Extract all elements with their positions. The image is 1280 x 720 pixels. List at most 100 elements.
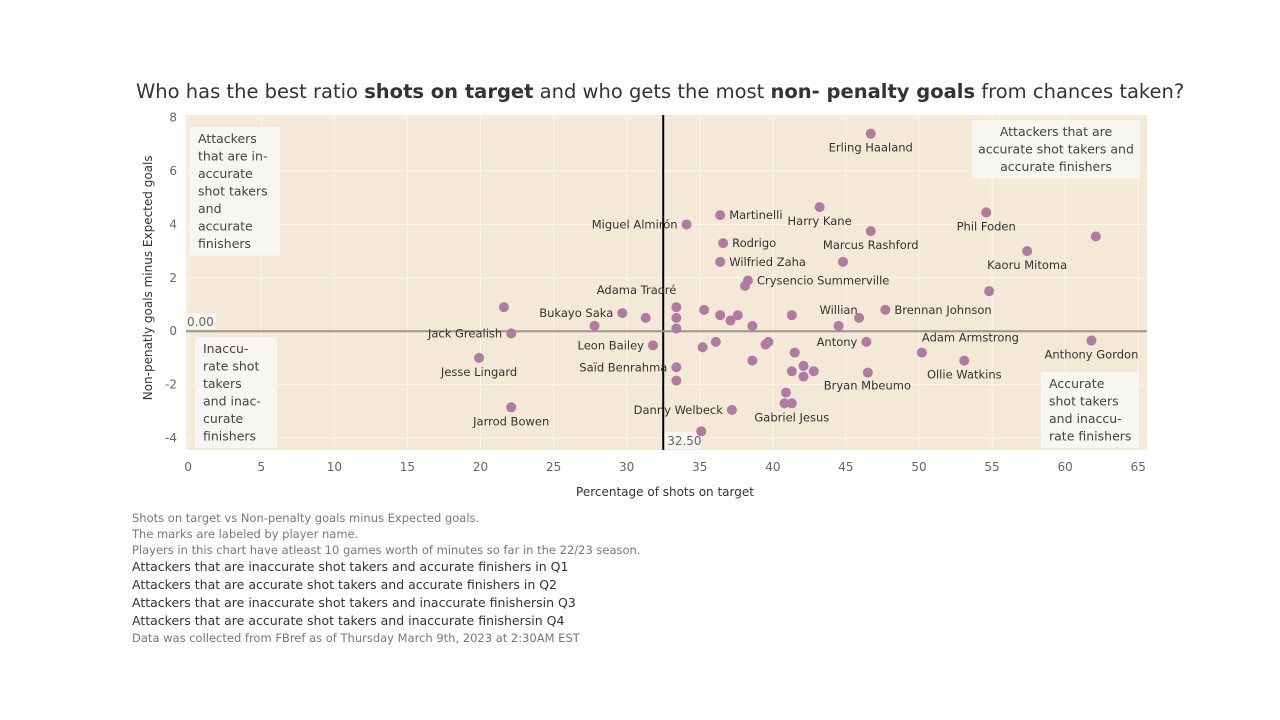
data-point	[696, 426, 707, 437]
point-label: Danny Welbeck	[634, 403, 724, 417]
annotation-text: curate	[203, 411, 243, 426]
point-label: Adama Traoré	[597, 283, 677, 297]
data-point	[699, 304, 710, 315]
title-part: non- penalty goals	[770, 80, 976, 103]
point-label: Gabriel Jesus	[754, 410, 829, 424]
annotation-text: finishers	[203, 429, 256, 444]
x-tick-label: 0	[184, 460, 192, 474]
data-point	[697, 342, 708, 353]
point-label: Willian	[819, 303, 857, 317]
caption-line: Attackers that are inaccurate shot taker…	[132, 595, 576, 610]
reference-label: 32.50	[667, 434, 701, 448]
annotation-box	[1041, 372, 1139, 448]
data-point	[617, 308, 628, 319]
annotation-text: Attackers	[198, 131, 257, 146]
data-point	[506, 328, 517, 339]
y-tick-label: 6	[169, 164, 177, 178]
data-point	[916, 347, 927, 358]
x-tick-label: 40	[765, 460, 780, 474]
annotation-text: shot takers	[1049, 394, 1119, 409]
data-point	[671, 312, 682, 323]
x-tick-label: 55	[984, 460, 999, 474]
data-point	[715, 256, 726, 267]
annotation-text: Attackers that are	[1000, 124, 1113, 139]
point-label: Adam Armstrong	[922, 331, 1019, 345]
data-point	[732, 310, 743, 321]
data-point	[740, 280, 751, 291]
x-tick-label: 10	[327, 460, 342, 474]
annotation-text: that are in-	[198, 149, 267, 164]
annotation-text: shot takers	[198, 184, 268, 199]
data-point	[854, 312, 865, 323]
data-point	[789, 347, 800, 358]
data-point	[726, 404, 737, 415]
point-label: Harry Kane	[788, 214, 852, 228]
y-tick-label: -4	[165, 431, 177, 445]
data-point	[1090, 231, 1101, 242]
point-label: Marcus Rashford	[823, 238, 919, 252]
data-point	[498, 302, 509, 313]
data-point	[786, 366, 797, 377]
data-point	[798, 371, 809, 382]
point-label: Martinelli	[729, 208, 782, 222]
data-point	[763, 336, 774, 347]
x-tick-label: 5	[257, 460, 265, 474]
data-point	[715, 310, 726, 321]
data-point	[808, 366, 819, 377]
title-part: shots on target	[364, 80, 534, 103]
data-point	[1022, 246, 1033, 257]
data-point	[833, 320, 844, 331]
annotation-box	[190, 127, 280, 256]
data-point	[671, 302, 682, 313]
y-tick-label: 4	[169, 217, 177, 231]
data-point	[786, 398, 797, 409]
annotation-text: and inac-	[203, 394, 261, 409]
point-label: Anthony Gordon	[1045, 348, 1139, 362]
data-point	[718, 238, 729, 249]
annotation-text: Accurate	[1049, 376, 1105, 391]
caption-line: Shots on target vs Non-penalty goals min…	[132, 511, 480, 525]
caption-line: Attackers that are inaccurate shot taker…	[132, 559, 569, 574]
caption-line: Attackers that are accurate shot takers …	[132, 613, 565, 628]
annotation-text: and	[198, 201, 222, 216]
data-point	[589, 320, 600, 331]
data-point	[747, 355, 758, 366]
annotation-text: finishers	[198, 236, 251, 251]
reference-label-bg	[186, 313, 216, 330]
title-part: Who has the best ratio	[136, 80, 365, 103]
x-tick-label: 30	[619, 460, 634, 474]
x-tick-label: 35	[692, 460, 707, 474]
data-point	[1086, 335, 1097, 346]
data-point	[880, 304, 891, 315]
annotation-box	[195, 337, 277, 448]
annotation-text: accurate shot takers and	[978, 142, 1134, 157]
data-point	[671, 362, 682, 373]
x-tick-label: 20	[473, 460, 488, 474]
point-label: Brennan Johnson	[894, 303, 991, 317]
y-axis-title: Non-penatly goals minus Expected goals	[141, 155, 155, 400]
annotation-text: accurate	[198, 166, 253, 181]
x-tick-label: 50	[911, 460, 926, 474]
title-part: and who gets the most	[533, 80, 771, 103]
data-point	[814, 202, 825, 213]
annotation-text: rate shot	[203, 359, 259, 374]
chart-title: Who has the best ratio shots on target a…	[136, 80, 1184, 103]
data-point	[862, 367, 873, 378]
chart-caption: Shots on target vs Non-penalty goals min…	[132, 510, 641, 646]
data-point	[861, 336, 872, 347]
annotation-text: rate finishers	[1049, 429, 1131, 444]
data-point	[671, 323, 682, 334]
data-point	[981, 207, 992, 218]
x-axis-title: Percentage of shots on target	[576, 485, 754, 499]
caption-line: Attackers that are accurate shot takers …	[132, 577, 557, 592]
point-label: Antony	[817, 335, 858, 349]
x-tick-label: 65	[1131, 460, 1146, 474]
point-label: Jack Grealish	[427, 326, 502, 340]
data-point	[798, 360, 809, 371]
point-label: Jarrod Bowen	[472, 414, 549, 428]
caption-line: The marks are labeled by player name.	[132, 527, 359, 541]
point-label: Ollie Watkins	[927, 368, 1002, 382]
point-label: Kaoru Mitoma	[987, 258, 1067, 272]
point-label: Bukayo Saka	[539, 306, 613, 320]
data-point	[640, 312, 651, 323]
